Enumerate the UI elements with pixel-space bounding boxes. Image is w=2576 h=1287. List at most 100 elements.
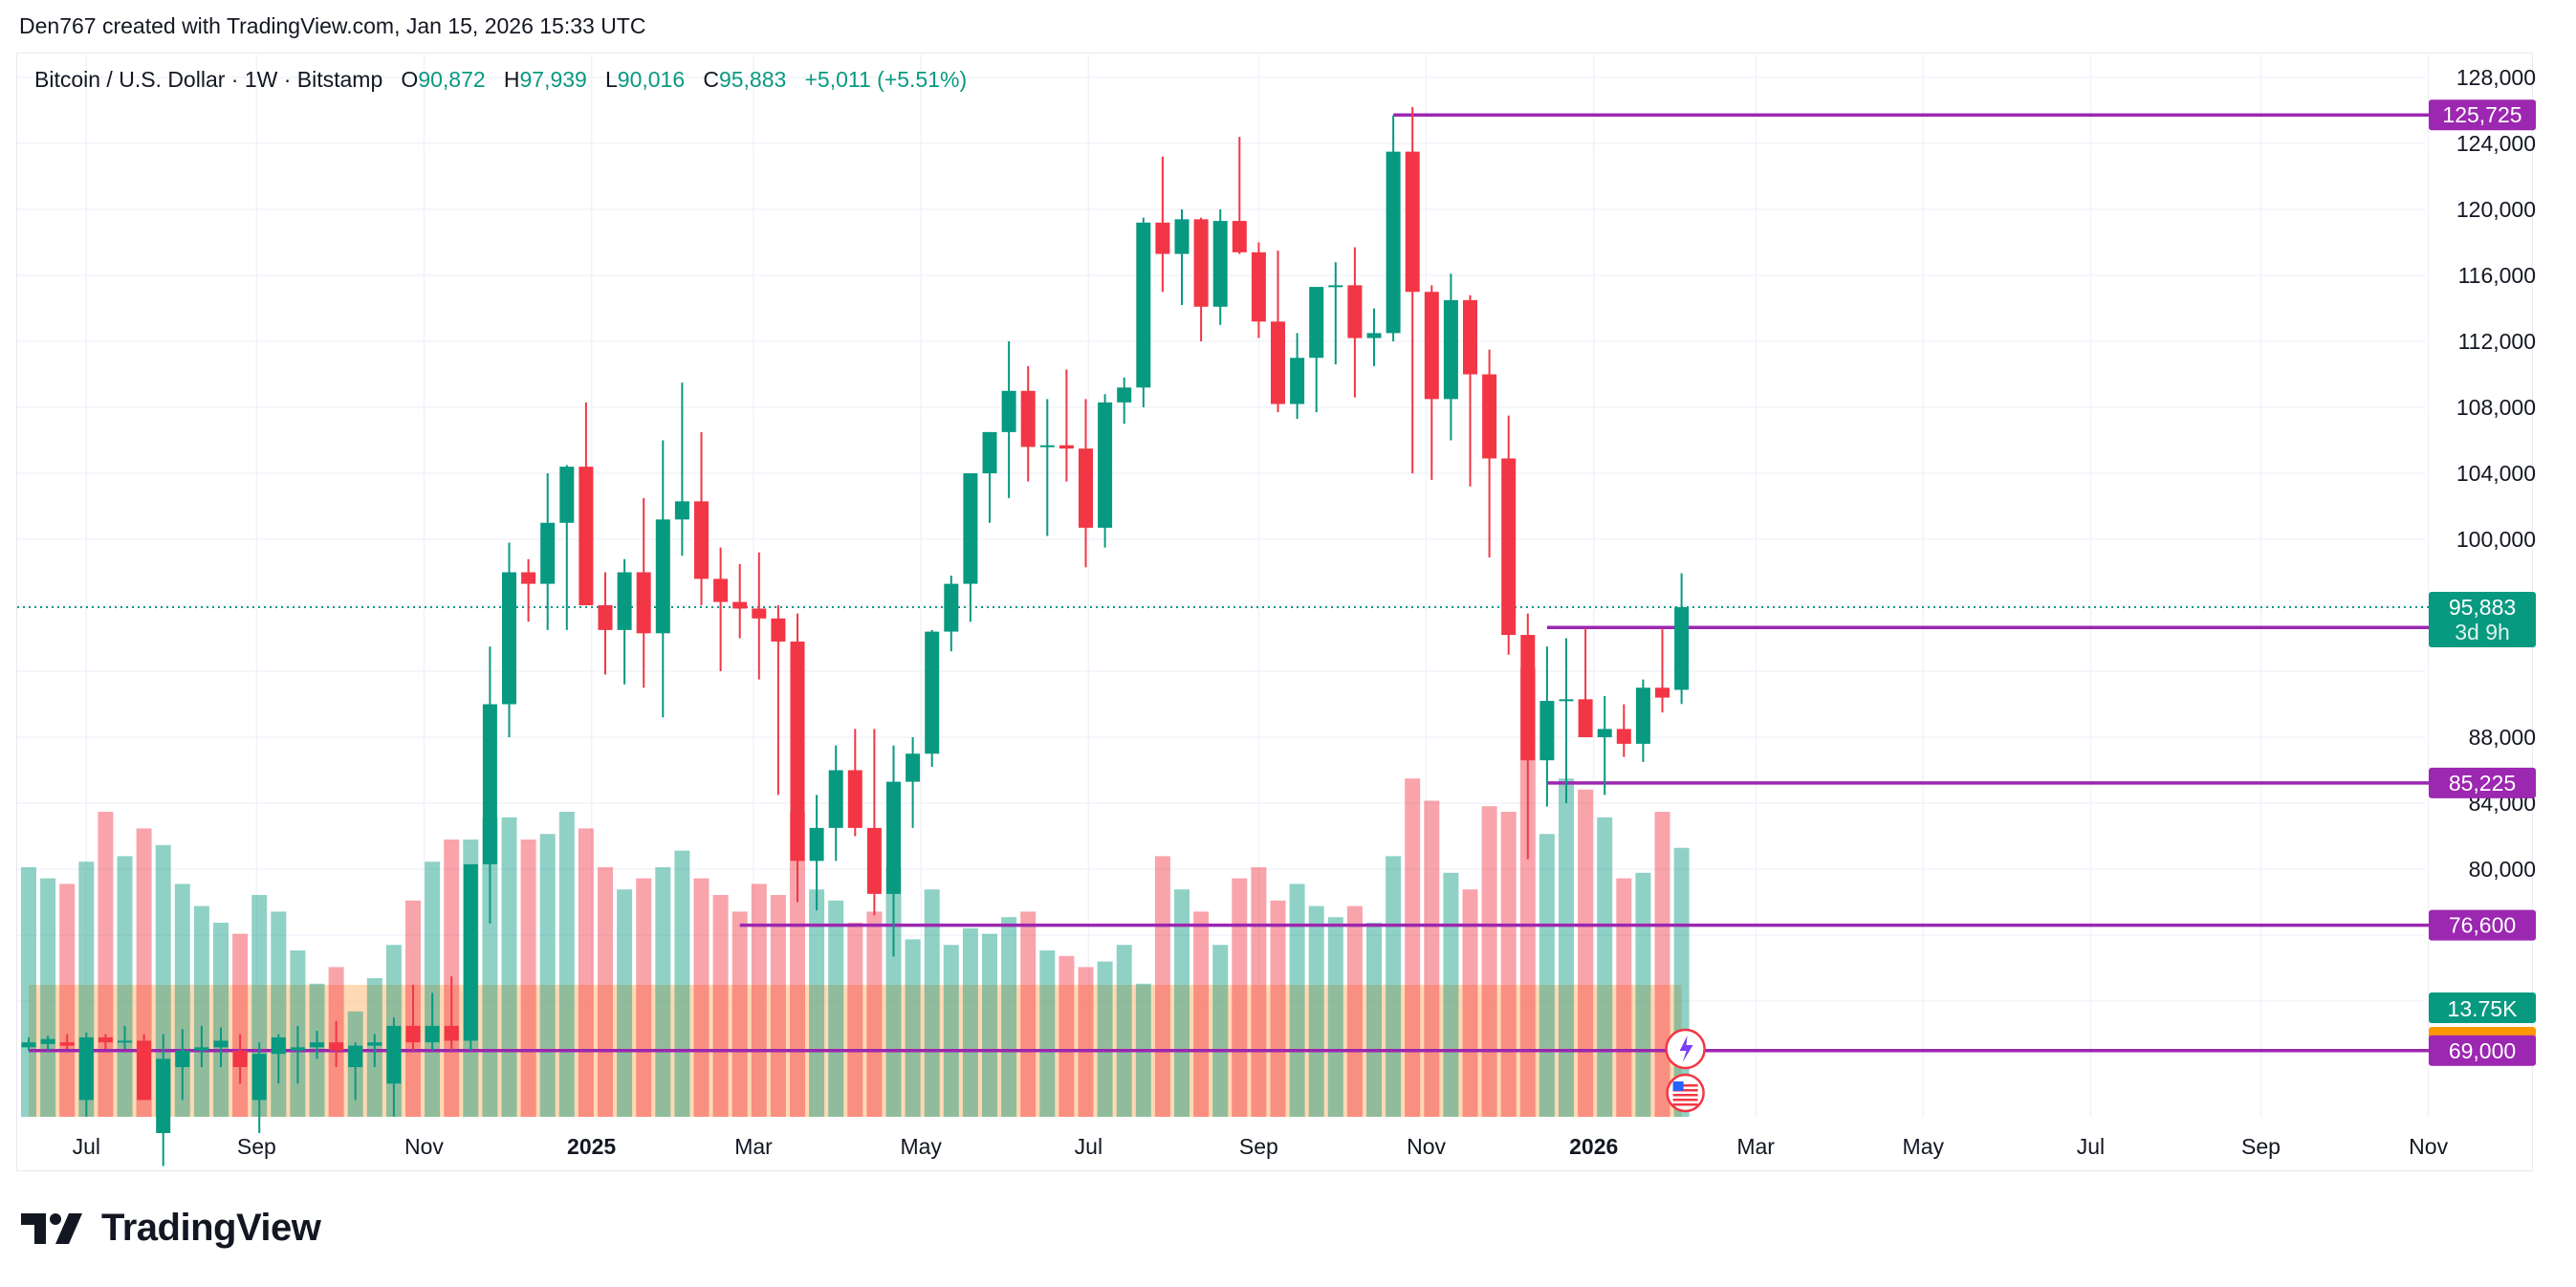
candle — [674, 382, 689, 556]
candle-body — [1117, 387, 1132, 403]
candle-body — [118, 1040, 132, 1043]
x-tick-label: May — [900, 1134, 942, 1159]
volume-bar — [712, 895, 729, 1117]
volume-bar — [693, 878, 709, 1117]
tradingview-brand[interactable]: TradingView — [21, 1207, 321, 1250]
volume-bar — [1597, 817, 1613, 1117]
volume-bar — [598, 867, 613, 1117]
open-key: O — [401, 67, 419, 92]
candle — [1674, 573, 1690, 705]
volume-bar — [1251, 867, 1267, 1117]
candle-body — [847, 770, 862, 828]
y-tick-label: 120,000 — [2456, 197, 2536, 222]
candle-body — [1251, 251, 1266, 322]
volume-bar — [1154, 856, 1170, 1117]
volume-bar — [155, 844, 171, 1117]
candle — [809, 795, 824, 911]
candle — [118, 1025, 132, 1050]
y-tick-label: 108,000 — [2456, 395, 2536, 420]
candle — [40, 1036, 55, 1051]
volume-bar — [982, 933, 997, 1117]
candle-body — [1655, 687, 1670, 698]
volume-bar — [617, 889, 633, 1117]
x-tick-label: May — [1903, 1134, 1945, 1159]
volume-bar — [1539, 834, 1555, 1117]
candle-body — [944, 583, 959, 632]
volume-bar — [482, 817, 498, 1117]
candle-body — [559, 467, 575, 523]
volume-bar — [1654, 812, 1670, 1117]
candle — [1155, 156, 1170, 293]
candle-body — [444, 1025, 459, 1041]
candle-body — [194, 1047, 209, 1051]
volume-bar — [1232, 878, 1248, 1117]
candlestick-series — [21, 107, 1690, 1167]
candle-body — [674, 501, 689, 520]
volume-bar — [847, 923, 863, 1117]
volume-bar — [866, 911, 883, 1117]
event-icons — [1665, 1028, 1706, 1113]
last-price-badge — [2429, 592, 2536, 648]
volume-bar — [943, 945, 959, 1117]
candle — [1232, 137, 1247, 254]
candle-body — [463, 863, 478, 1041]
volume-current-label: 13.75K — [2448, 996, 2519, 1021]
candle-body — [1405, 151, 1420, 293]
candle — [194, 1025, 209, 1067]
candle-body — [1193, 219, 1209, 307]
candle — [78, 1032, 94, 1117]
candle-body — [40, 1038, 55, 1044]
candle-body — [906, 753, 921, 782]
volume-bar — [1481, 806, 1497, 1117]
candle-body — [213, 1040, 229, 1048]
flag-canton — [1672, 1081, 1684, 1091]
candle-body — [1020, 390, 1036, 447]
low-key: L — [605, 67, 618, 92]
candle-body — [482, 704, 497, 864]
volume-bar — [1327, 917, 1343, 1117]
candle — [271, 1034, 286, 1084]
symbol-title[interactable]: Bitcoin / U.S. Dollar · 1W · Bitstamp — [34, 67, 383, 92]
candle — [847, 729, 862, 837]
candle-body — [1039, 445, 1055, 447]
candle — [463, 863, 478, 1051]
candle — [771, 605, 786, 796]
flag-stripe — [1672, 1103, 1698, 1106]
candle — [367, 1034, 382, 1067]
volume-bar — [213, 923, 229, 1117]
candle — [1424, 285, 1439, 480]
candle-body — [617, 572, 632, 630]
volume-bar — [1097, 961, 1113, 1117]
candle — [1635, 679, 1650, 762]
candle-body — [1059, 445, 1074, 449]
candle-body — [1328, 285, 1343, 288]
candle-body — [963, 473, 978, 584]
volume-bar — [1500, 812, 1517, 1117]
last-price-countdown: 3d 9h — [2455, 620, 2510, 644]
volume-bar — [193, 905, 209, 1117]
volume-bar — [1001, 917, 1017, 1117]
volume-bar — [1289, 883, 1305, 1117]
change-value: +5,011 (+5.51%) — [804, 67, 968, 92]
candle-body — [1366, 333, 1382, 338]
candle — [98, 1034, 113, 1050]
candle — [156, 1034, 171, 1167]
x-tick-label: Jul — [1075, 1134, 1102, 1159]
volume-bar — [1270, 900, 1286, 1117]
us-flag-icon — [1666, 1073, 1705, 1113]
candle — [444, 976, 459, 1051]
volume-bar — [578, 828, 594, 1117]
candle — [1117, 377, 1132, 425]
candle — [790, 613, 805, 903]
volume-bar — [1020, 911, 1037, 1117]
candle — [1001, 341, 1016, 498]
candle — [1520, 613, 1536, 860]
volume-bar — [1366, 923, 1382, 1117]
x-tick-label: Mar — [1736, 1134, 1775, 1159]
axes: Jul Sep Nov 2025 Mar May Jul Sep Nov 2026 Mar May Ju… — [73, 65, 2536, 1159]
flag-stripe — [1672, 1089, 1698, 1092]
volume-bar — [809, 889, 825, 1117]
volume-bar — [636, 878, 652, 1117]
volume-bar — [1578, 789, 1594, 1117]
